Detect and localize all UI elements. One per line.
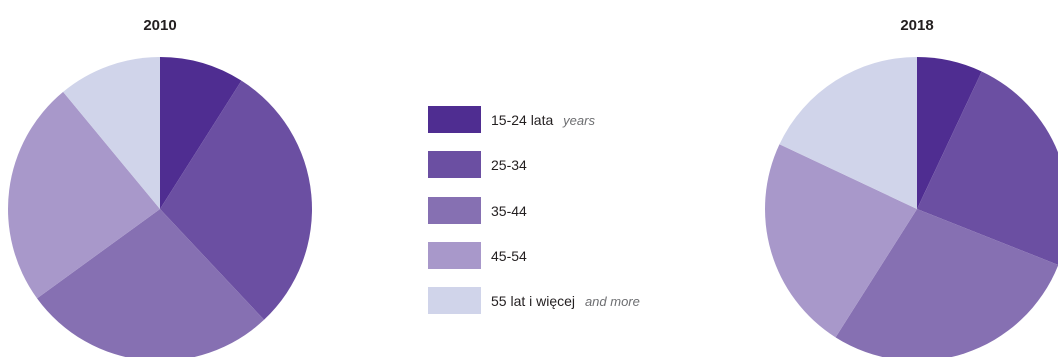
svg-text:15-24 lata years: 15-24 lata years [491,112,595,128]
legend-label-35-44: 35-44 [491,203,527,219]
pie-title-2010: 2010 [143,17,176,34]
pie-slice-2010-25-34 [160,80,313,320]
pie-slice-2018-15-24 [917,57,982,209]
legend-swatch-25-34 [428,151,481,178]
legend-swatch-35-44 [428,197,481,224]
pie-title-2018: 2018 [900,17,933,34]
legend-label-55-plus: 55 lat i więcej [491,293,575,309]
legend-item-25-34: 25-34 [428,151,527,178]
legend-swatch-15-24 [428,106,481,133]
legend-item-55-plus: 55 lat i więcej and more [428,287,640,314]
pie-slice-2010-55+ [63,57,160,209]
legend-label-en-15-24: years [562,113,595,128]
legend-swatch-45-54 [428,242,481,269]
pie-slice-2018-55+ [779,57,917,209]
pie-slice-2010-45-54 [8,91,161,299]
pie-chart-2010 [8,57,313,357]
legend-label-25-34: 25-34 [491,157,527,173]
legend: 15-24 lata years 25-34 35-44 45-54 55 la… [428,106,640,314]
legend-swatch-55-plus [428,287,481,314]
legend-label-en-55-plus: and more [585,294,640,309]
pie-slice-2018-45-54 [765,144,917,338]
legend-label-15-24: 15-24 lata [491,112,553,128]
pie-slice-2010-15-24 [160,57,242,209]
pie-chart-2018 [765,57,1058,357]
pie-slice-2010-35-44 [37,209,265,357]
svg-text:55 lat i więcej and mo: 55 lat i więcej and more [491,293,640,309]
legend-item-35-44: 35-44 [428,197,527,224]
pie-slice-2018-35-44 [835,209,1058,357]
pie-slice-2018-25-34 [917,71,1058,265]
legend-label-45-54: 45-54 [491,248,527,264]
legend-item-45-54: 45-54 [428,242,527,269]
legend-item-15-24: 15-24 lata years [428,106,595,133]
